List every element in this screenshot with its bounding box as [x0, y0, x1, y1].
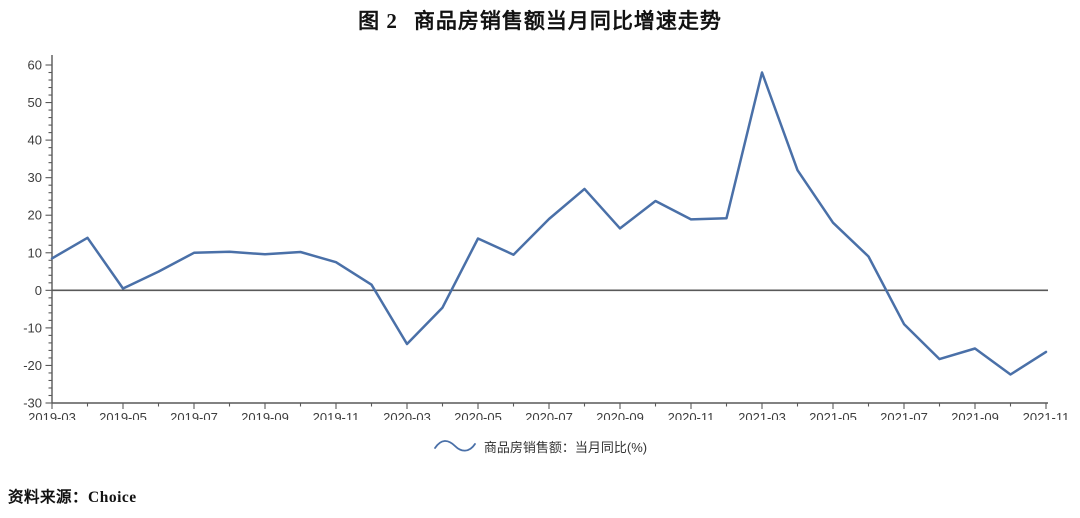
y-tick-label: 30 — [28, 170, 42, 185]
x-tick-label: 2020-07 — [525, 410, 573, 420]
x-tick-label: 2021-03 — [738, 410, 786, 420]
y-tick-label: 0 — [35, 283, 42, 298]
series-line — [50, 71, 1048, 376]
x-tick-label: 2021-07 — [880, 410, 928, 420]
x-tick-label: 2020-03 — [383, 410, 431, 420]
y-tick-label: -20 — [23, 358, 42, 373]
chart-legend: 商品房销售额：当月同比(%) — [0, 436, 1080, 456]
y-tick-label: 10 — [28, 245, 42, 260]
y-tick-label: 20 — [28, 208, 42, 223]
y-tick-label: 40 — [28, 133, 42, 148]
y-tick-label: -10 — [23, 320, 42, 335]
line-chart-plot: -30 -20 -10 0 10 20 30 40 50 60 2019-03 2019-05 2019… — [23, 55, 1069, 421]
x-tick-label: 2019-03 — [28, 410, 76, 420]
chart-title: 图 2 商品房销售额当月同比增速走势 — [0, 5, 1080, 35]
x-tick-label: 2019-09 — [241, 410, 289, 420]
x-tick-label: 2019-11 — [313, 410, 360, 420]
y-tick-label: 50 — [28, 95, 42, 110]
data-source: 资料来源：Choice — [8, 489, 137, 506]
axes — [51, 55, 1048, 404]
legend-line-icon — [433, 440, 476, 452]
figure-label: 图 2 — [358, 9, 398, 33]
axis-tick-labels: -30 -20 -10 0 10 20 30 40 50 60 2019-03 2019-05 2019… — [23, 58, 1069, 421]
chart-title-text: 商品房销售额当月同比增速走势 — [413, 9, 722, 33]
y-tick-label: 60 — [28, 58, 42, 73]
x-tick-label: 2020-09 — [596, 410, 644, 420]
axis-ticks — [45, 64, 1047, 409]
x-tick-label: 2021-05 — [809, 410, 857, 420]
x-tick-label: 2019-05 — [99, 410, 147, 420]
x-tick-label: 2020-11 — [668, 410, 715, 420]
x-tick-label: 2019-07 — [170, 410, 218, 420]
legend-label: 商品房销售额：当月同比(%) — [483, 439, 648, 455]
x-tick-label: 2020-05 — [454, 410, 502, 420]
x-tick-label: 2021-09 — [951, 410, 999, 420]
y-tick-label: -30 — [23, 396, 42, 411]
x-tick-label: 2021-11 — [1023, 410, 1070, 420]
